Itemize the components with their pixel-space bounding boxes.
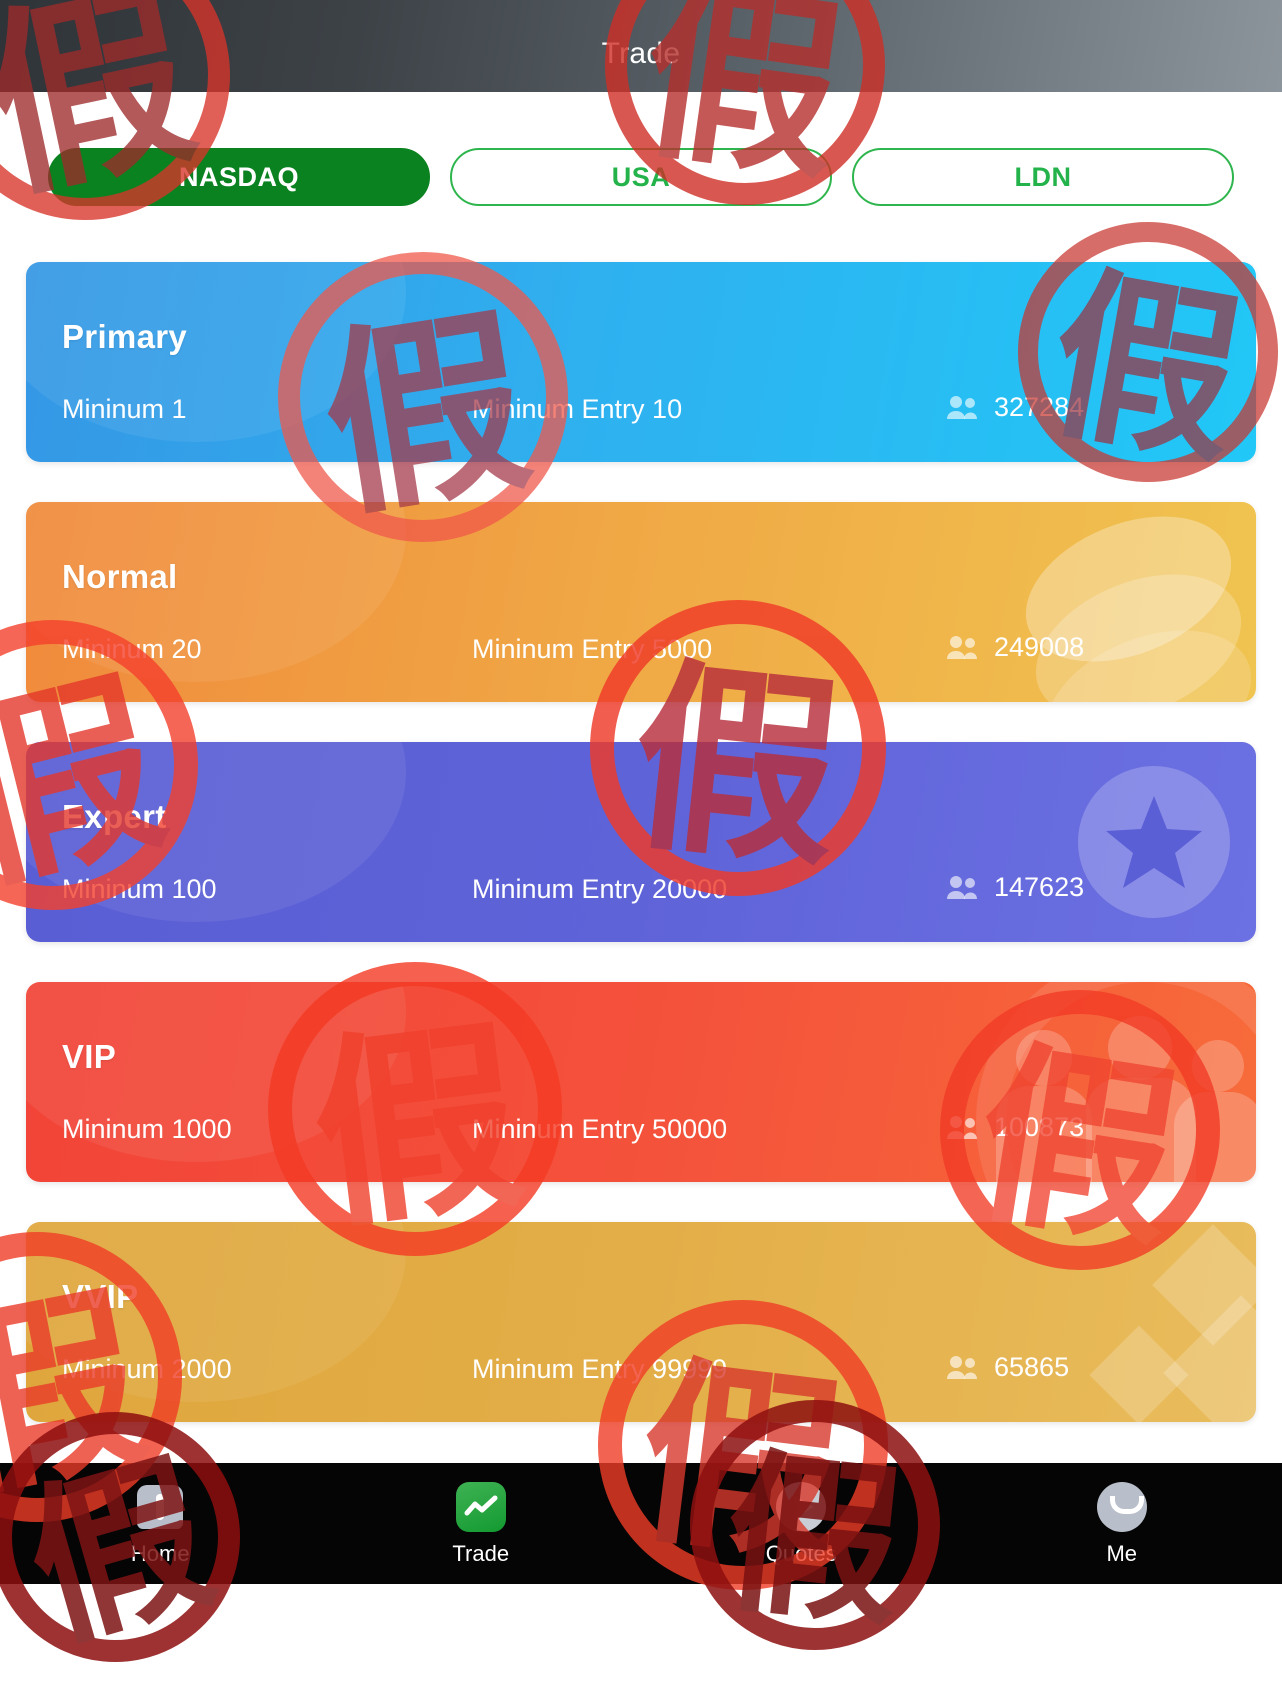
star-icon: [1104, 794, 1204, 894]
gem-decoration: [1006, 1222, 1256, 1422]
market-chip-label: NASDAQ: [179, 162, 299, 193]
level-card-primary[interactable]: Primary Mininum 1 Mininum Entry 10 32728…: [26, 262, 1256, 462]
level-participants-count: 327284: [994, 392, 1084, 423]
level-name: Expert: [62, 798, 167, 836]
level-minimum-entry: Mininum Entry 5000: [472, 634, 712, 665]
level-minimum: Mininum 1000: [62, 1114, 232, 1145]
level-minimum: Mininum 2000: [62, 1354, 232, 1385]
people-icon: [946, 635, 980, 661]
level-minimum-entry: Mininum Entry 99999: [472, 1354, 727, 1385]
level-card-expert[interactable]: Expert Mininum 100 Mininum Entry 20000 1…: [26, 742, 1256, 942]
tab-label: Me: [1106, 1541, 1137, 1567]
market-chip-label: LDN: [1015, 162, 1072, 193]
level-name: VIP: [62, 1038, 116, 1076]
level-participants-count: 249008: [994, 632, 1084, 663]
tab-me[interactable]: Me: [962, 1481, 1282, 1567]
level-minimum: Mininum 1: [62, 394, 187, 425]
tab-label: Quotes: [766, 1541, 837, 1567]
quotes-arrow-icon: [775, 1481, 827, 1533]
level-card-list: Primary Mininum 1 Mininum Entry 10 32728…: [0, 262, 1282, 1462]
level-participants: 327284: [946, 392, 1084, 423]
level-minimum-entry: Mininum Entry 50000: [472, 1114, 727, 1145]
level-card-normal[interactable]: Normal Mininum 20 Mininum Entry 5000 249…: [26, 502, 1256, 702]
profile-smile-icon: [1096, 1481, 1148, 1533]
level-minimum-entry: Mininum Entry 10: [472, 394, 682, 425]
market-chip-usa[interactable]: USA: [450, 148, 832, 206]
level-minimum-entry: Mininum Entry 20000: [472, 874, 727, 905]
level-participants: 65865: [946, 1352, 1069, 1383]
home-icon: [134, 1481, 186, 1533]
line-chart-icon: [455, 1481, 507, 1533]
level-participants: 249008: [946, 632, 1084, 663]
market-chip-label: USA: [612, 162, 671, 193]
tab-quotes[interactable]: Quotes: [641, 1481, 962, 1567]
level-minimum: Mininum 100: [62, 874, 217, 905]
market-chip-ldn[interactable]: LDN: [852, 148, 1234, 206]
level-name: VVIP: [62, 1278, 138, 1316]
level-name: Primary: [62, 318, 187, 356]
page-title: Trade: [602, 37, 681, 71]
crowd-decoration: [956, 982, 1256, 1182]
people-icon: [946, 875, 980, 901]
people-icon: [946, 1115, 980, 1141]
bottom-tab-bar: Home Trade Quotes Me: [0, 1463, 1282, 1584]
level-participants: 147623: [946, 872, 1084, 903]
level-participants-count: 100873: [994, 1112, 1084, 1143]
tab-label: Trade: [452, 1541, 509, 1567]
level-name: Normal: [62, 558, 178, 596]
market-chip-nasdaq[interactable]: NASDAQ: [48, 148, 430, 206]
level-minimum: Mininum 20: [62, 634, 202, 665]
level-participants-count: 65865: [994, 1352, 1069, 1383]
star-badge-decoration: [1078, 766, 1230, 918]
level-card-vvip[interactable]: VVIP Mininum 2000 Mininum Entry 99999 65…: [26, 1222, 1256, 1422]
tab-trade[interactable]: Trade: [321, 1481, 642, 1567]
tab-home[interactable]: Home: [0, 1481, 321, 1567]
app-header: Trade: [0, 0, 1282, 92]
market-tab-row: NASDAQ USA LDN: [0, 92, 1282, 262]
people-icon: [946, 1355, 980, 1381]
level-card-vip[interactable]: VIP Mininum 1000 Mininum Entry 50000 100…: [26, 982, 1256, 1182]
people-icon: [946, 395, 980, 421]
level-participants-count: 147623: [994, 872, 1084, 903]
tab-label: Home: [131, 1541, 190, 1567]
level-participants: 100873: [946, 1112, 1084, 1143]
